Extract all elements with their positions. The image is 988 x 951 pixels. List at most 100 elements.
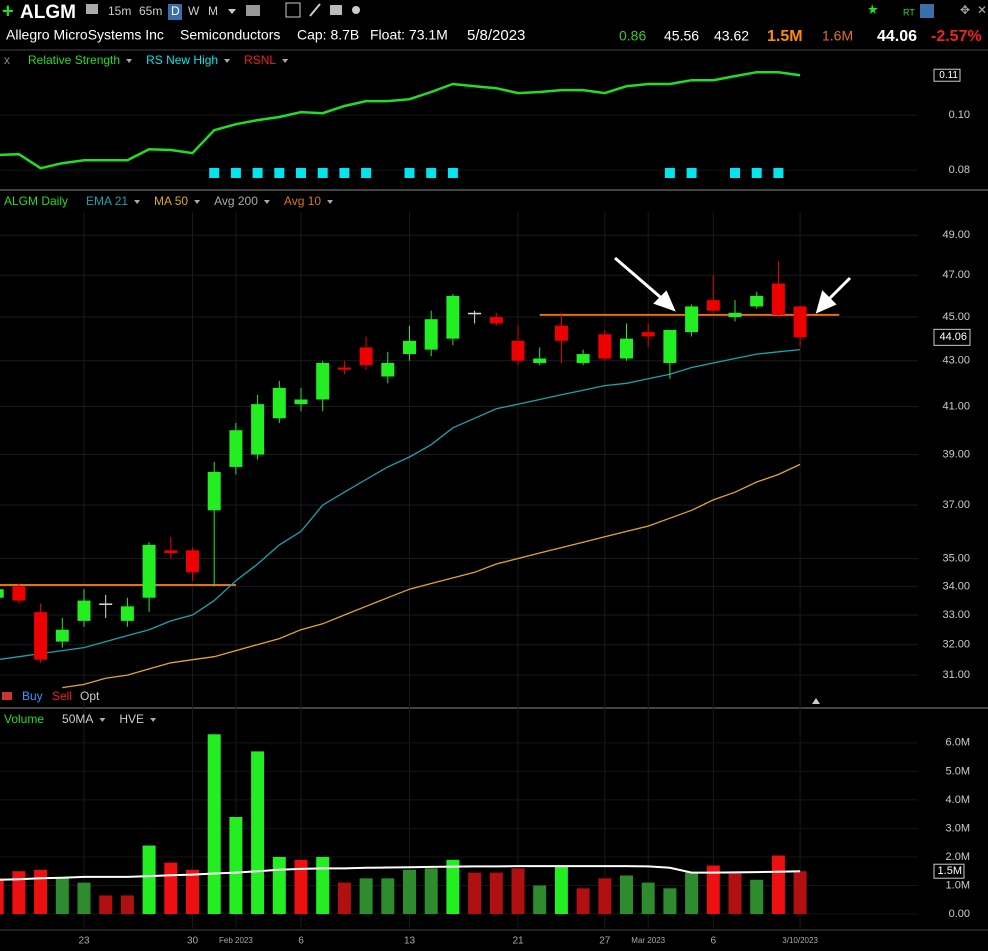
- rt: RT: [903, 7, 915, 17]
- trade-button[interactable]: Sell: [52, 689, 72, 703]
- arrow-head: [815, 290, 837, 314]
- candle-body: [381, 362, 395, 377]
- timeframe[interactable]: W: [188, 4, 200, 18]
- candle-body: [0, 589, 4, 598]
- legend-item[interactable]: RS New High: [146, 53, 218, 67]
- y-tick-label: 4.0M: [946, 794, 970, 806]
- volume-bar: [468, 872, 482, 914]
- legend-item[interactable]: Relative Strength: [28, 53, 120, 67]
- close[interactable]: ✕: [977, 3, 987, 17]
- legend-item[interactable]: x: [4, 53, 10, 67]
- y-tick-label: 31.00: [942, 669, 970, 681]
- legend-item[interactable]: EMA 21: [86, 194, 128, 208]
- rs-new-high: [317, 168, 328, 178]
- legend-item[interactable]: Volume: [4, 712, 44, 726]
- y-tick-label: 0.08: [949, 164, 970, 176]
- trade-button[interactable]: Opt: [80, 689, 100, 703]
- scroll-indicator[interactable]: [812, 698, 820, 704]
- add-icon[interactable]: +: [2, 0, 14, 22]
- rs-new-high: [274, 168, 285, 178]
- legend-item[interactable]: Avg 10: [284, 194, 321, 208]
- volume-bar: [793, 871, 807, 914]
- icon[interactable]: ✥: [960, 3, 970, 17]
- volume-bar: [554, 865, 568, 914]
- candle-body: [207, 471, 221, 511]
- volume-bar: [359, 878, 373, 914]
- candle-body: [706, 300, 720, 311]
- legend-item[interactable]: HVE: [119, 712, 144, 726]
- timeframe[interactable]: 65m: [139, 4, 162, 18]
- timeframe[interactable]: M: [208, 4, 218, 18]
- icon[interactable]: [352, 6, 360, 14]
- rs-new-high: [730, 168, 740, 178]
- volume-bar: [251, 751, 265, 914]
- y-tick-label: 33.00: [942, 609, 970, 621]
- volume-bar: [663, 888, 677, 914]
- volume-bar: [12, 871, 26, 914]
- candle-body: [55, 629, 69, 642]
- candle-body: [359, 347, 373, 366]
- timeframe[interactable]: 15m: [108, 4, 131, 18]
- legend-item[interactable]: ALGM Daily: [4, 194, 68, 208]
- high: 45.56: [664, 28, 699, 44]
- candle-body: [511, 340, 525, 361]
- candle-body: [77, 600, 91, 621]
- legend-item[interactable]: Avg 200: [214, 194, 258, 208]
- y-tick-label: 6.0M: [946, 737, 970, 749]
- legend-item[interactable]: RSNL: [244, 53, 276, 67]
- candle-body: [142, 544, 156, 598]
- icon[interactable]: [86, 4, 98, 14]
- rs-new-high: [209, 168, 220, 178]
- candle-body: [424, 319, 438, 350]
- rs-new-high: [361, 168, 372, 178]
- y-tick-label: 37.00: [942, 499, 970, 511]
- volume-bar: [229, 817, 243, 914]
- dropdown[interactable]: [228, 9, 236, 14]
- legend-dropdown: [150, 718, 157, 722]
- candle-body: [750, 295, 764, 307]
- last-value-label: 0.11: [939, 70, 958, 81]
- legend-dropdown: [263, 200, 270, 204]
- volume-bar: [706, 865, 720, 914]
- legend-item[interactable]: MA 50: [154, 194, 188, 208]
- moving-average: [62, 463, 801, 689]
- rs-new-high: [339, 168, 350, 178]
- x-tick-label: 21: [512, 936, 524, 947]
- y-tick-label: 0.10: [949, 109, 970, 121]
- x-tick-label: 23: [78, 936, 90, 947]
- rs-new-high: [296, 168, 306, 178]
- volume-bar: [685, 872, 699, 914]
- candle-body: [576, 354, 590, 363]
- candle-body: [641, 332, 655, 337]
- volume: 1.5M: [767, 28, 803, 45]
- last-price-box: [933, 328, 971, 346]
- legend-item[interactable]: 50MA: [62, 712, 93, 726]
- trade-button[interactable]: Buy: [22, 689, 43, 703]
- symbol[interactable]: ALGM: [20, 2, 76, 23]
- volume-bar: [489, 872, 503, 914]
- candle-body: [554, 325, 568, 341]
- volume-bar: [164, 862, 178, 914]
- arrow-head: [653, 290, 676, 312]
- y-tick-label: 3.0M: [946, 822, 970, 834]
- rs-new-high: [426, 168, 437, 178]
- volume-bar: [750, 879, 764, 914]
- y-tick-label: 5.0M: [946, 765, 970, 777]
- timeframe[interactable]: D: [171, 4, 180, 18]
- last-price-label: 44.06: [939, 331, 967, 343]
- icon[interactable]: [920, 4, 934, 18]
- icon[interactable]: [309, 3, 321, 17]
- icon[interactable]: [285, 2, 301, 18]
- y-tick-label: 32.00: [942, 639, 970, 651]
- icon[interactable]: [330, 5, 342, 15]
- volume-bar: [120, 895, 134, 914]
- icon[interactable]: [246, 5, 260, 16]
- star[interactable]: [868, 4, 878, 14]
- candle-body: [685, 306, 699, 333]
- x-tick-label: 6: [711, 936, 717, 947]
- candle-body: [164, 550, 178, 554]
- y-tick-label: 45.00: [942, 311, 970, 323]
- volume-bar: [272, 856, 286, 914]
